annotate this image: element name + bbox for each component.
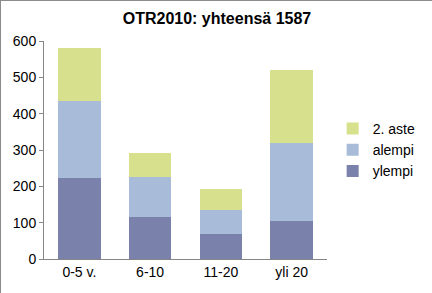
svg-text:200: 200 xyxy=(13,178,37,194)
svg-text:yli 20: yli 20 xyxy=(275,264,308,280)
svg-text:0: 0 xyxy=(28,251,36,267)
svg-text:300: 300 xyxy=(13,142,37,158)
svg-text:2. aste: 2. aste xyxy=(373,121,415,137)
svg-text:400: 400 xyxy=(13,106,37,122)
svg-text:500: 500 xyxy=(13,69,37,85)
svg-text:OTR2010: yhteensä 1587: OTR2010: yhteensä 1587 xyxy=(123,10,312,27)
svg-text:600: 600 xyxy=(13,33,37,49)
svg-text:0-5 v.: 0-5 v. xyxy=(62,264,96,280)
svg-text:ylempi: ylempi xyxy=(373,163,413,179)
svg-text:alempi: alempi xyxy=(373,142,414,158)
svg-text:11-20: 11-20 xyxy=(203,264,238,280)
svg-text:6-10: 6-10 xyxy=(136,264,164,280)
svg-text:100: 100 xyxy=(13,215,37,231)
